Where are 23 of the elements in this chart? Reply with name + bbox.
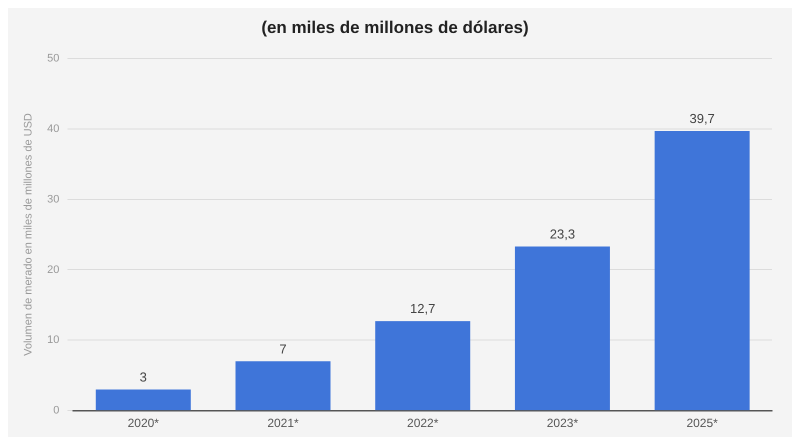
y-tick-label: 30: [47, 193, 60, 206]
y-axis-title: Volumen de merado en miles de millones de USD: [22, 113, 35, 356]
data-label: 7: [279, 341, 287, 356]
bar: [654, 130, 750, 410]
y-tick-label: 40: [47, 122, 60, 135]
data-label: 12,7: [410, 301, 436, 316]
x-tick-label: 2025*: [686, 416, 718, 430]
bar: [96, 389, 191, 410]
chart-title: (en miles de millones de dólares): [261, 18, 529, 37]
y-tick-label: 50: [47, 52, 60, 64]
data-label: 23,3: [550, 226, 576, 242]
bar: [236, 361, 331, 410]
y-tick-label: 10: [47, 334, 60, 346]
y-tick-label: 0: [53, 404, 60, 417]
bar: [514, 246, 610, 410]
data-label: 3: [140, 370, 147, 385]
bar: [375, 321, 470, 410]
y-tick-label: 20: [47, 264, 60, 276]
data-label: 39,7: [689, 111, 715, 126]
x-tick-label: 2021*: [267, 416, 300, 430]
x-tick-label: 2020*: [128, 416, 160, 430]
x-tick-label: 2022*: [407, 416, 439, 430]
x-tick-label: 2023*: [546, 416, 578, 430]
